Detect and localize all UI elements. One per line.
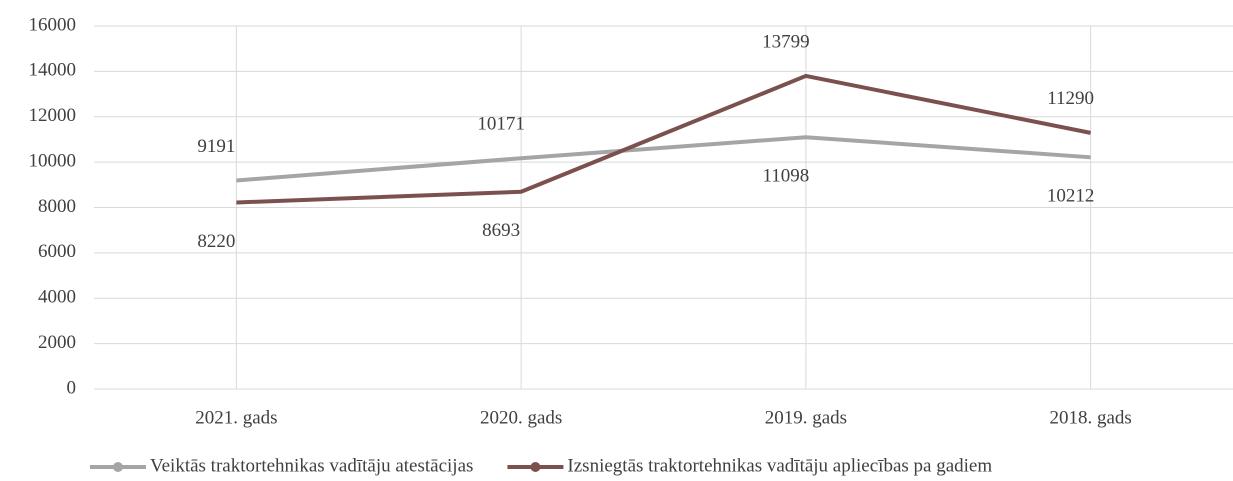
legend-marker xyxy=(113,462,123,472)
legend-marker xyxy=(530,462,541,472)
legend-label: Izsniegtās traktortehnikas vadītāju apli… xyxy=(567,455,992,476)
x-tick-label: 2021. gads xyxy=(195,407,277,428)
y-tick-label: 12000 xyxy=(29,105,77,126)
data-label: 13799 xyxy=(762,31,810,52)
data-label: 8693 xyxy=(482,220,520,241)
x-tick-label: 2019. gads xyxy=(765,407,847,428)
data-label: 11290 xyxy=(1047,88,1094,109)
y-tick-label: 10000 xyxy=(29,150,77,171)
y-tick-label: 0 xyxy=(67,377,77,398)
y-tick-label: 4000 xyxy=(38,287,76,308)
y-tick-label: 2000 xyxy=(38,332,76,353)
data-label: 9191 xyxy=(197,136,235,157)
y-tick-label: 6000 xyxy=(38,241,76,262)
y-tick-label: 14000 xyxy=(29,60,77,81)
legend-label: Veiktās traktortehnikas vadītāju atestāc… xyxy=(150,455,473,476)
data-label: 8220 xyxy=(197,231,235,252)
y-tick-label: 8000 xyxy=(38,196,76,217)
x-tick-label: 2018. gads xyxy=(1049,407,1131,428)
series-line xyxy=(236,135,1091,183)
x-tick-label: 2020. gads xyxy=(480,407,562,428)
y-tick-label: 16000 xyxy=(29,14,77,35)
data-label: 11098 xyxy=(762,166,809,187)
data-label: 10171 xyxy=(477,114,525,135)
series-line xyxy=(236,73,1092,205)
data-label: 10212 xyxy=(1047,186,1095,207)
